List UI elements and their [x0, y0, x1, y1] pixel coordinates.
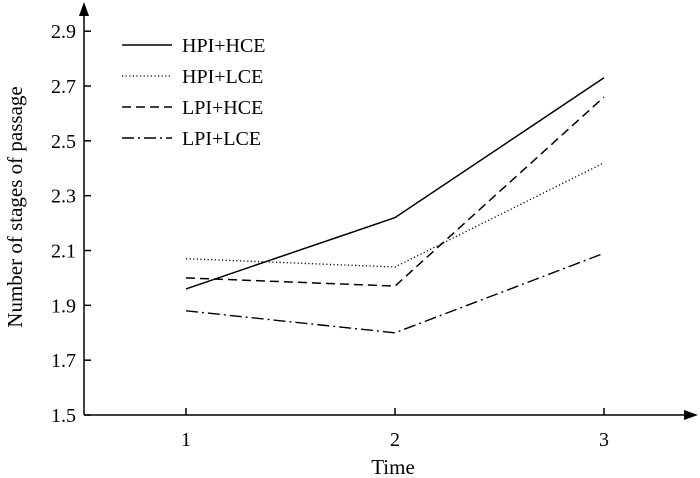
y-axis-arrow	[79, 2, 89, 16]
series-line-hpi-hce	[185, 77, 605, 290]
y-tick-label: 1.9	[51, 295, 76, 317]
x-tick-label: 3	[599, 429, 609, 451]
y-axis-title: Number of stages of passage	[3, 86, 27, 327]
y-tick-label: 2.7	[51, 76, 76, 98]
legend-label: HPI+HCE	[182, 35, 266, 57]
series-line-hpi-lce	[185, 162, 605, 268]
x-tick-label: 2	[390, 429, 400, 451]
y-tick-label: 2.3	[51, 186, 76, 208]
y-axis	[79, 2, 89, 415]
series-lines	[185, 77, 605, 334]
y-ticks: 1.5 1.7 1.9 2.1 2.3 2.5 2.7 2.9	[51, 21, 91, 427]
x-axis-title: Time	[371, 455, 415, 478]
y-tick-label: 1.5	[51, 405, 76, 427]
series-line-lpi-lce	[185, 252, 605, 334]
x-axis-arrow	[684, 410, 698, 420]
x-axis	[84, 410, 698, 420]
y-tick-label: 2.1	[51, 241, 76, 263]
legend-label: HPI+LCE	[182, 66, 263, 88]
legend-label: LPI+HCE	[182, 97, 263, 119]
y-tick-label: 2.9	[51, 21, 76, 43]
y-tick-label: 2.5	[51, 131, 76, 153]
legend: HPI+HCE HPI+LCE LPI+HCE LPI+LCE	[122, 35, 266, 150]
x-tick-label: 1	[181, 429, 191, 451]
legend-label: LPI+LCE	[182, 128, 261, 150]
series-line-lpi-hce	[185, 96, 605, 287]
x-ticks: 1 2 3	[181, 408, 609, 451]
y-tick-label: 1.7	[51, 350, 76, 372]
